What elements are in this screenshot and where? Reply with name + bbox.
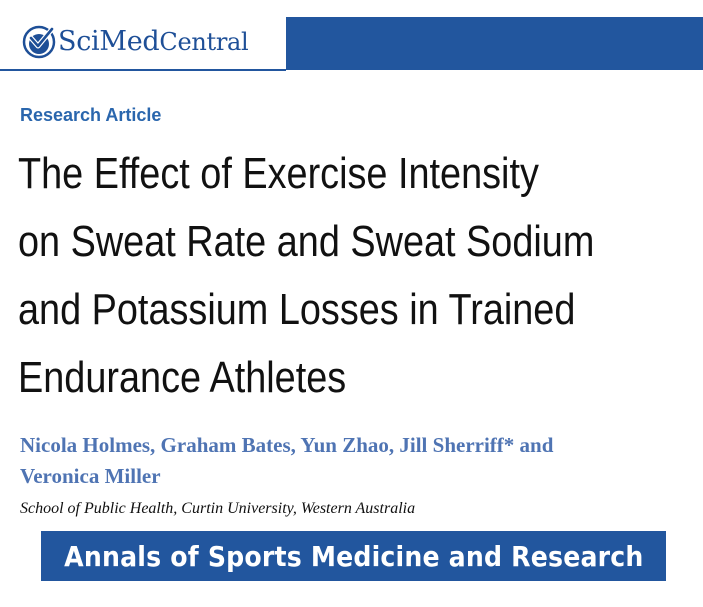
header-color-bar xyxy=(286,17,703,70)
author-affiliation: School of Public Health, Curtin Universi… xyxy=(20,500,416,517)
logo-prefix: Sci xyxy=(58,26,100,57)
journal-name: Annals of Sports Medicine and Research xyxy=(63,539,644,573)
article-type-label: Research Article xyxy=(20,105,162,125)
logo-suffix: Central xyxy=(159,28,249,56)
title-line: and Potassium Losses in Trained xyxy=(18,285,576,334)
author-line: Veronica Miller xyxy=(20,464,161,488)
publisher-logo[interactable]: SciMedCentral xyxy=(22,24,249,60)
title-line: The Effect of Exercise Intensity xyxy=(18,149,539,198)
article-title: The Effect of Exercise Intensity on Swea… xyxy=(18,140,603,412)
title-line: on Sweat Rate and Sweat Sodium xyxy=(18,217,595,266)
publisher-header: SciMedCentral xyxy=(0,0,703,72)
author-list: Nicola Holmes, Graham Bates, Yun Zhao, J… xyxy=(20,430,660,492)
header-rule xyxy=(0,69,286,71)
title-line: Endurance Athletes xyxy=(18,353,347,402)
logo-middle: Med xyxy=(99,26,160,57)
author-line: Nicola Holmes, Graham Bates, Yun Zhao, J… xyxy=(20,433,554,457)
journal-banner[interactable]: Annals of Sports Medicine and Research xyxy=(41,531,666,581)
checkmark-circle-icon xyxy=(22,25,56,59)
logo-wordmark: SciMedCentral xyxy=(58,24,249,60)
